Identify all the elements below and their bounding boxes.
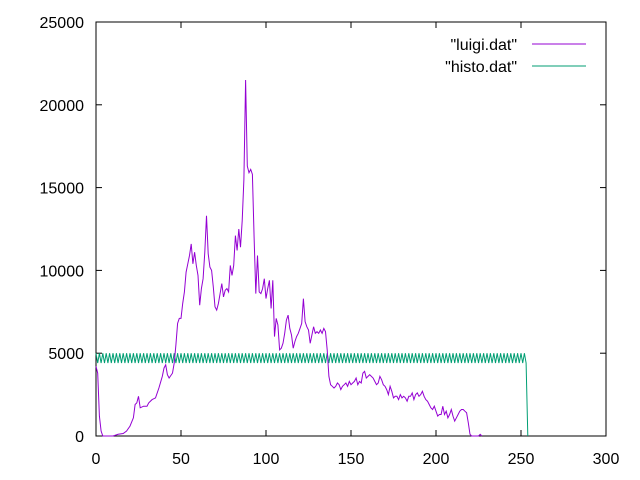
- y-tick-label: 25000: [40, 15, 85, 32]
- x-tick-label: 50: [172, 451, 190, 468]
- x-tick-label: 250: [508, 451, 535, 468]
- x-tick-label: 200: [423, 451, 450, 468]
- x-tick-label: 300: [593, 451, 620, 468]
- y-tick-label: 0: [75, 429, 84, 446]
- legend-label-luigi: "luigi.dat": [450, 37, 517, 54]
- legend-label-histo: "histo.dat": [445, 59, 517, 76]
- series-line-luigi: [95, 79, 483, 437]
- y-tick-label: 5000: [48, 346, 84, 363]
- y-tick-label: 20000: [40, 98, 85, 115]
- y-axis: 0 5000 10000 15000 20000 25000: [40, 15, 606, 446]
- x-tick-label: 100: [253, 451, 280, 468]
- series-line-histo: [95, 353, 529, 437]
- x-axis: 0 50 100 150 200 250 300: [92, 22, 620, 468]
- series-layer: [95, 79, 529, 437]
- x-tick-label: 150: [338, 451, 365, 468]
- x-tick-label: 0: [92, 451, 101, 468]
- y-tick-label: 10000: [40, 263, 85, 280]
- legend: "luigi.dat" "histo.dat": [445, 37, 586, 76]
- y-tick-label: 15000: [40, 181, 85, 198]
